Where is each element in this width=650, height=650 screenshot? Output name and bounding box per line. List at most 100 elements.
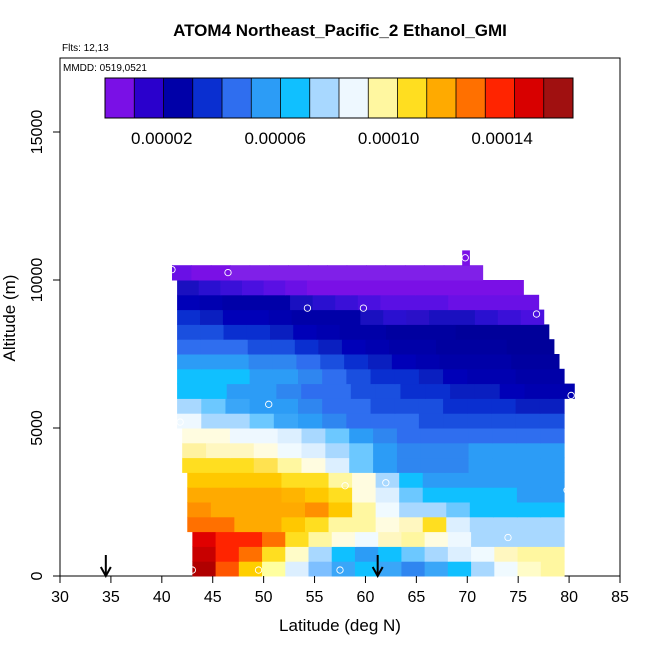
heatmap-cell [182, 457, 207, 473]
heatmap-cell [436, 280, 459, 296]
heatmap-cell [248, 354, 274, 370]
heatmap-cell [222, 294, 246, 311]
heatmap-cell [447, 561, 472, 577]
heatmap-cell [301, 457, 326, 473]
heatmap-cell [406, 309, 430, 325]
heatmap-cell [385, 265, 406, 281]
heatmap-cell [349, 428, 374, 444]
heatmap-cell [222, 309, 247, 325]
sample-points [168, 254, 575, 574]
heatmap-cell [298, 398, 323, 414]
heatmap-cell [192, 546, 217, 562]
heatmap-cell [301, 383, 327, 399]
heatmap-cell [177, 398, 202, 414]
heatmap-cell [273, 413, 299, 429]
heatmap-cell [525, 324, 550, 340]
heatmap-cell [446, 472, 471, 488]
heatmap-cell [516, 457, 541, 473]
heatmap-cell [210, 502, 235, 518]
heatmap-cell [201, 368, 227, 385]
sample-point-marker [303, 304, 312, 312]
y-axis-label: Altitude (m) [0, 275, 19, 362]
heatmap-cell [276, 383, 302, 399]
colorbar-segment [543, 78, 574, 118]
heatmap-cell [386, 324, 410, 340]
heatmap-cell [516, 516, 542, 533]
heatmap-cell [520, 309, 545, 325]
heatmap-cell [318, 339, 343, 355]
heatmap-cell [328, 516, 353, 533]
heatmap-cell [447, 546, 472, 562]
heatmap-cell [443, 368, 468, 385]
heatmap-cell [444, 457, 470, 473]
sample-point-marker [265, 400, 273, 408]
x-tick-label: 50 [255, 589, 273, 606]
heatmap-cell [346, 413, 372, 429]
heatmap-cell [238, 546, 263, 562]
heatmap-cell [535, 354, 560, 370]
sample-point-marker [504, 533, 512, 542]
down-arrow-icon [99, 555, 112, 579]
colorbar-segment [397, 78, 428, 118]
heatmap-cell [516, 502, 542, 518]
heatmap-cell [471, 546, 495, 562]
heatmap-cell [177, 413, 202, 429]
colorbar-segment [192, 78, 223, 118]
heatmap-cell [540, 457, 565, 473]
heatmap-cell [399, 487, 424, 503]
heatmap-cell [422, 502, 447, 518]
heatmap-cell [352, 487, 377, 503]
heatmap-cell [312, 294, 336, 311]
heatmap-cell [492, 457, 517, 473]
heatmap-cell [215, 546, 240, 562]
heatmap-cell [271, 339, 296, 355]
colorbar-segment [339, 78, 369, 118]
heatmap-cell [294, 339, 319, 355]
heatmap-cell [468, 457, 494, 473]
heatmap-cell [325, 442, 350, 459]
heatmap-cell [201, 383, 228, 399]
heatmap-cell [200, 309, 224, 325]
heatmap-cell [448, 294, 472, 311]
heatmap-cell [517, 546, 542, 562]
heatmap-cell [177, 354, 202, 370]
heatmap-cell [471, 531, 495, 547]
heatmap-cell [491, 398, 517, 414]
heatmap-cell [305, 502, 330, 518]
heatmap-cell [331, 546, 356, 562]
heatmap-cell [487, 354, 512, 370]
heatmap-cell [396, 442, 422, 459]
heatmap-cell [429, 309, 453, 325]
heatmap-cell [210, 265, 231, 281]
heatmap-cell [270, 324, 294, 340]
heatmap-cell [373, 457, 398, 473]
heatmap-cell [354, 561, 379, 577]
colorbar-segment [309, 78, 340, 118]
heatmap-cell [470, 294, 494, 311]
heatmap-cell [375, 487, 400, 503]
heatmap-cell [373, 442, 398, 459]
heatmap-cell [383, 309, 407, 325]
heatmap-cell [262, 531, 286, 547]
heatmap-cell [540, 442, 565, 459]
heatmap-cell [396, 428, 422, 444]
x-tick-label: 30 [51, 589, 69, 606]
x-tick-label: 65 [407, 589, 425, 606]
heatmap-cell [493, 294, 517, 311]
colorbar-tick-label: 0.00010 [358, 129, 419, 148]
heatmap-cell [420, 442, 446, 459]
heatmap-cell [446, 516, 471, 533]
heatmap-cell [492, 442, 517, 459]
heatmap-cell [249, 265, 270, 281]
heatmap-cell [273, 398, 299, 414]
heatmap-cell [251, 383, 277, 399]
heatmap-cell [401, 531, 426, 547]
heatmap-cell [305, 516, 330, 533]
heatmap-cell [281, 487, 306, 503]
heatmap-cell [224, 354, 250, 370]
flights-label: Flts: 12,13 [62, 43, 109, 54]
heatmap-cell [200, 324, 225, 340]
heatmap-cell [515, 368, 541, 385]
heatmap-cell [494, 546, 519, 562]
heatmap-cell [491, 413, 517, 429]
